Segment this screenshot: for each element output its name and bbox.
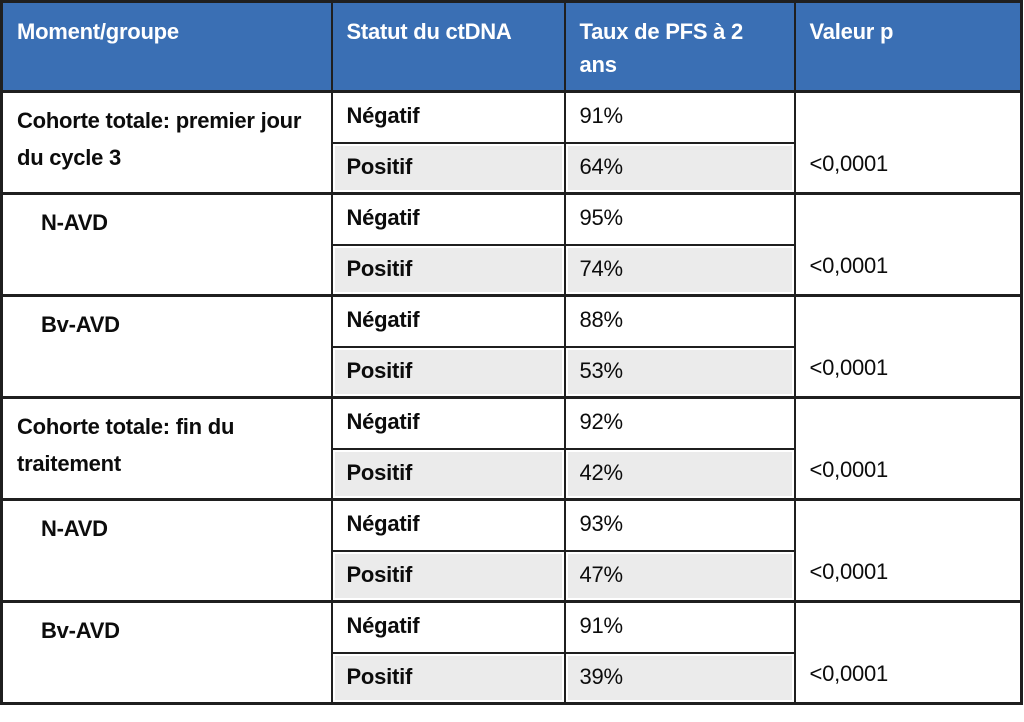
table-row: Positif 53% xyxy=(2,345,1022,399)
pfs-value-cell: 91% xyxy=(563,600,796,654)
column-header-taux-pfs: Taux de PFS à 2 ans xyxy=(563,0,796,93)
ctdna-status-cell: Négatif xyxy=(330,90,566,144)
ctdna-status-cell: Positif xyxy=(330,141,566,195)
group-label-cell: Bv-AVD xyxy=(0,294,333,399)
ctdna-status-cell: Positif xyxy=(330,651,566,705)
ctdna-status-cell: Positif xyxy=(330,345,566,399)
pfs-value-cell: 74% xyxy=(563,243,796,297)
column-header-moment-groupe: Moment/groupe xyxy=(0,0,333,93)
table-row: Cohorte totale: fin du traitement Négati… xyxy=(0,396,1023,501)
column-header-valeur-p: Valeur p xyxy=(793,0,1023,93)
p-value-cell: <0,0001 xyxy=(793,294,1023,399)
ctdna-status-cell: Négatif xyxy=(330,192,566,246)
pfs-value-cell: 39% xyxy=(563,651,796,705)
table-row: Positif 47% xyxy=(2,549,1022,603)
pfs-ctdna-results-table: Moment/groupe Statut du ctDNA Taux de PF… xyxy=(0,0,1023,705)
pfs-value-cell: 88% xyxy=(563,294,796,348)
ctdna-status-cell: Positif xyxy=(330,243,566,297)
table-row: Positif 42% xyxy=(2,447,1022,501)
ctdna-status-cell: Négatif xyxy=(330,600,566,654)
table-row: Cohorte totale: premier jour du cycle 3 … xyxy=(0,90,1023,195)
table-row: Positif 64% xyxy=(2,141,1022,195)
table-row: Positif 39% xyxy=(2,651,1022,705)
group-label-cell: Cohorte totale: fin du traitement xyxy=(0,396,333,501)
group-label-cell: Bv-AVD xyxy=(0,600,333,705)
group-label-cell: N-AVD xyxy=(0,498,333,603)
pfs-value-cell: 91% xyxy=(563,90,796,144)
ctdna-status-cell: Négatif xyxy=(330,498,566,552)
table-row: N-AVD Négatif 93% <0,0001 xyxy=(0,498,1023,603)
ctdna-status-cell: Négatif xyxy=(330,396,566,450)
pfs-value-cell: 53% xyxy=(563,345,796,399)
pfs-value-cell: 64% xyxy=(563,141,796,195)
p-value-cell: <0,0001 xyxy=(793,600,1023,705)
group-label-cell: Cohorte totale: premier jour du cycle 3 xyxy=(0,90,333,195)
p-value-cell: <0,0001 xyxy=(793,90,1023,195)
table-row: Positif 74% xyxy=(2,243,1022,297)
ctdna-status-cell: Positif xyxy=(330,447,566,501)
table-row: Bv-AVD Négatif 91% <0,0001 xyxy=(0,600,1023,705)
header-row: Moment/groupe Statut du ctDNA Taux de PF… xyxy=(0,0,1023,93)
pfs-value-cell: 92% xyxy=(563,396,796,450)
table-row: Bv-AVD Négatif 88% <0,0001 xyxy=(0,294,1023,399)
pfs-value-cell: 93% xyxy=(563,498,796,552)
group-label-cell: N-AVD xyxy=(0,192,333,297)
table-row: N-AVD Négatif 95% <0,0001 xyxy=(0,192,1023,297)
ctdna-status-cell: Positif xyxy=(330,549,566,603)
p-value-cell: <0,0001 xyxy=(793,192,1023,297)
p-value-cell: <0,0001 xyxy=(793,498,1023,603)
p-value-cell: <0,0001 xyxy=(793,396,1023,501)
pfs-value-cell: 47% xyxy=(563,549,796,603)
pfs-value-cell: 95% xyxy=(563,192,796,246)
column-header-statut-ctdna: Statut du ctDNA xyxy=(330,0,566,93)
pfs-value-cell: 42% xyxy=(563,447,796,501)
ctdna-status-cell: Négatif xyxy=(330,294,566,348)
